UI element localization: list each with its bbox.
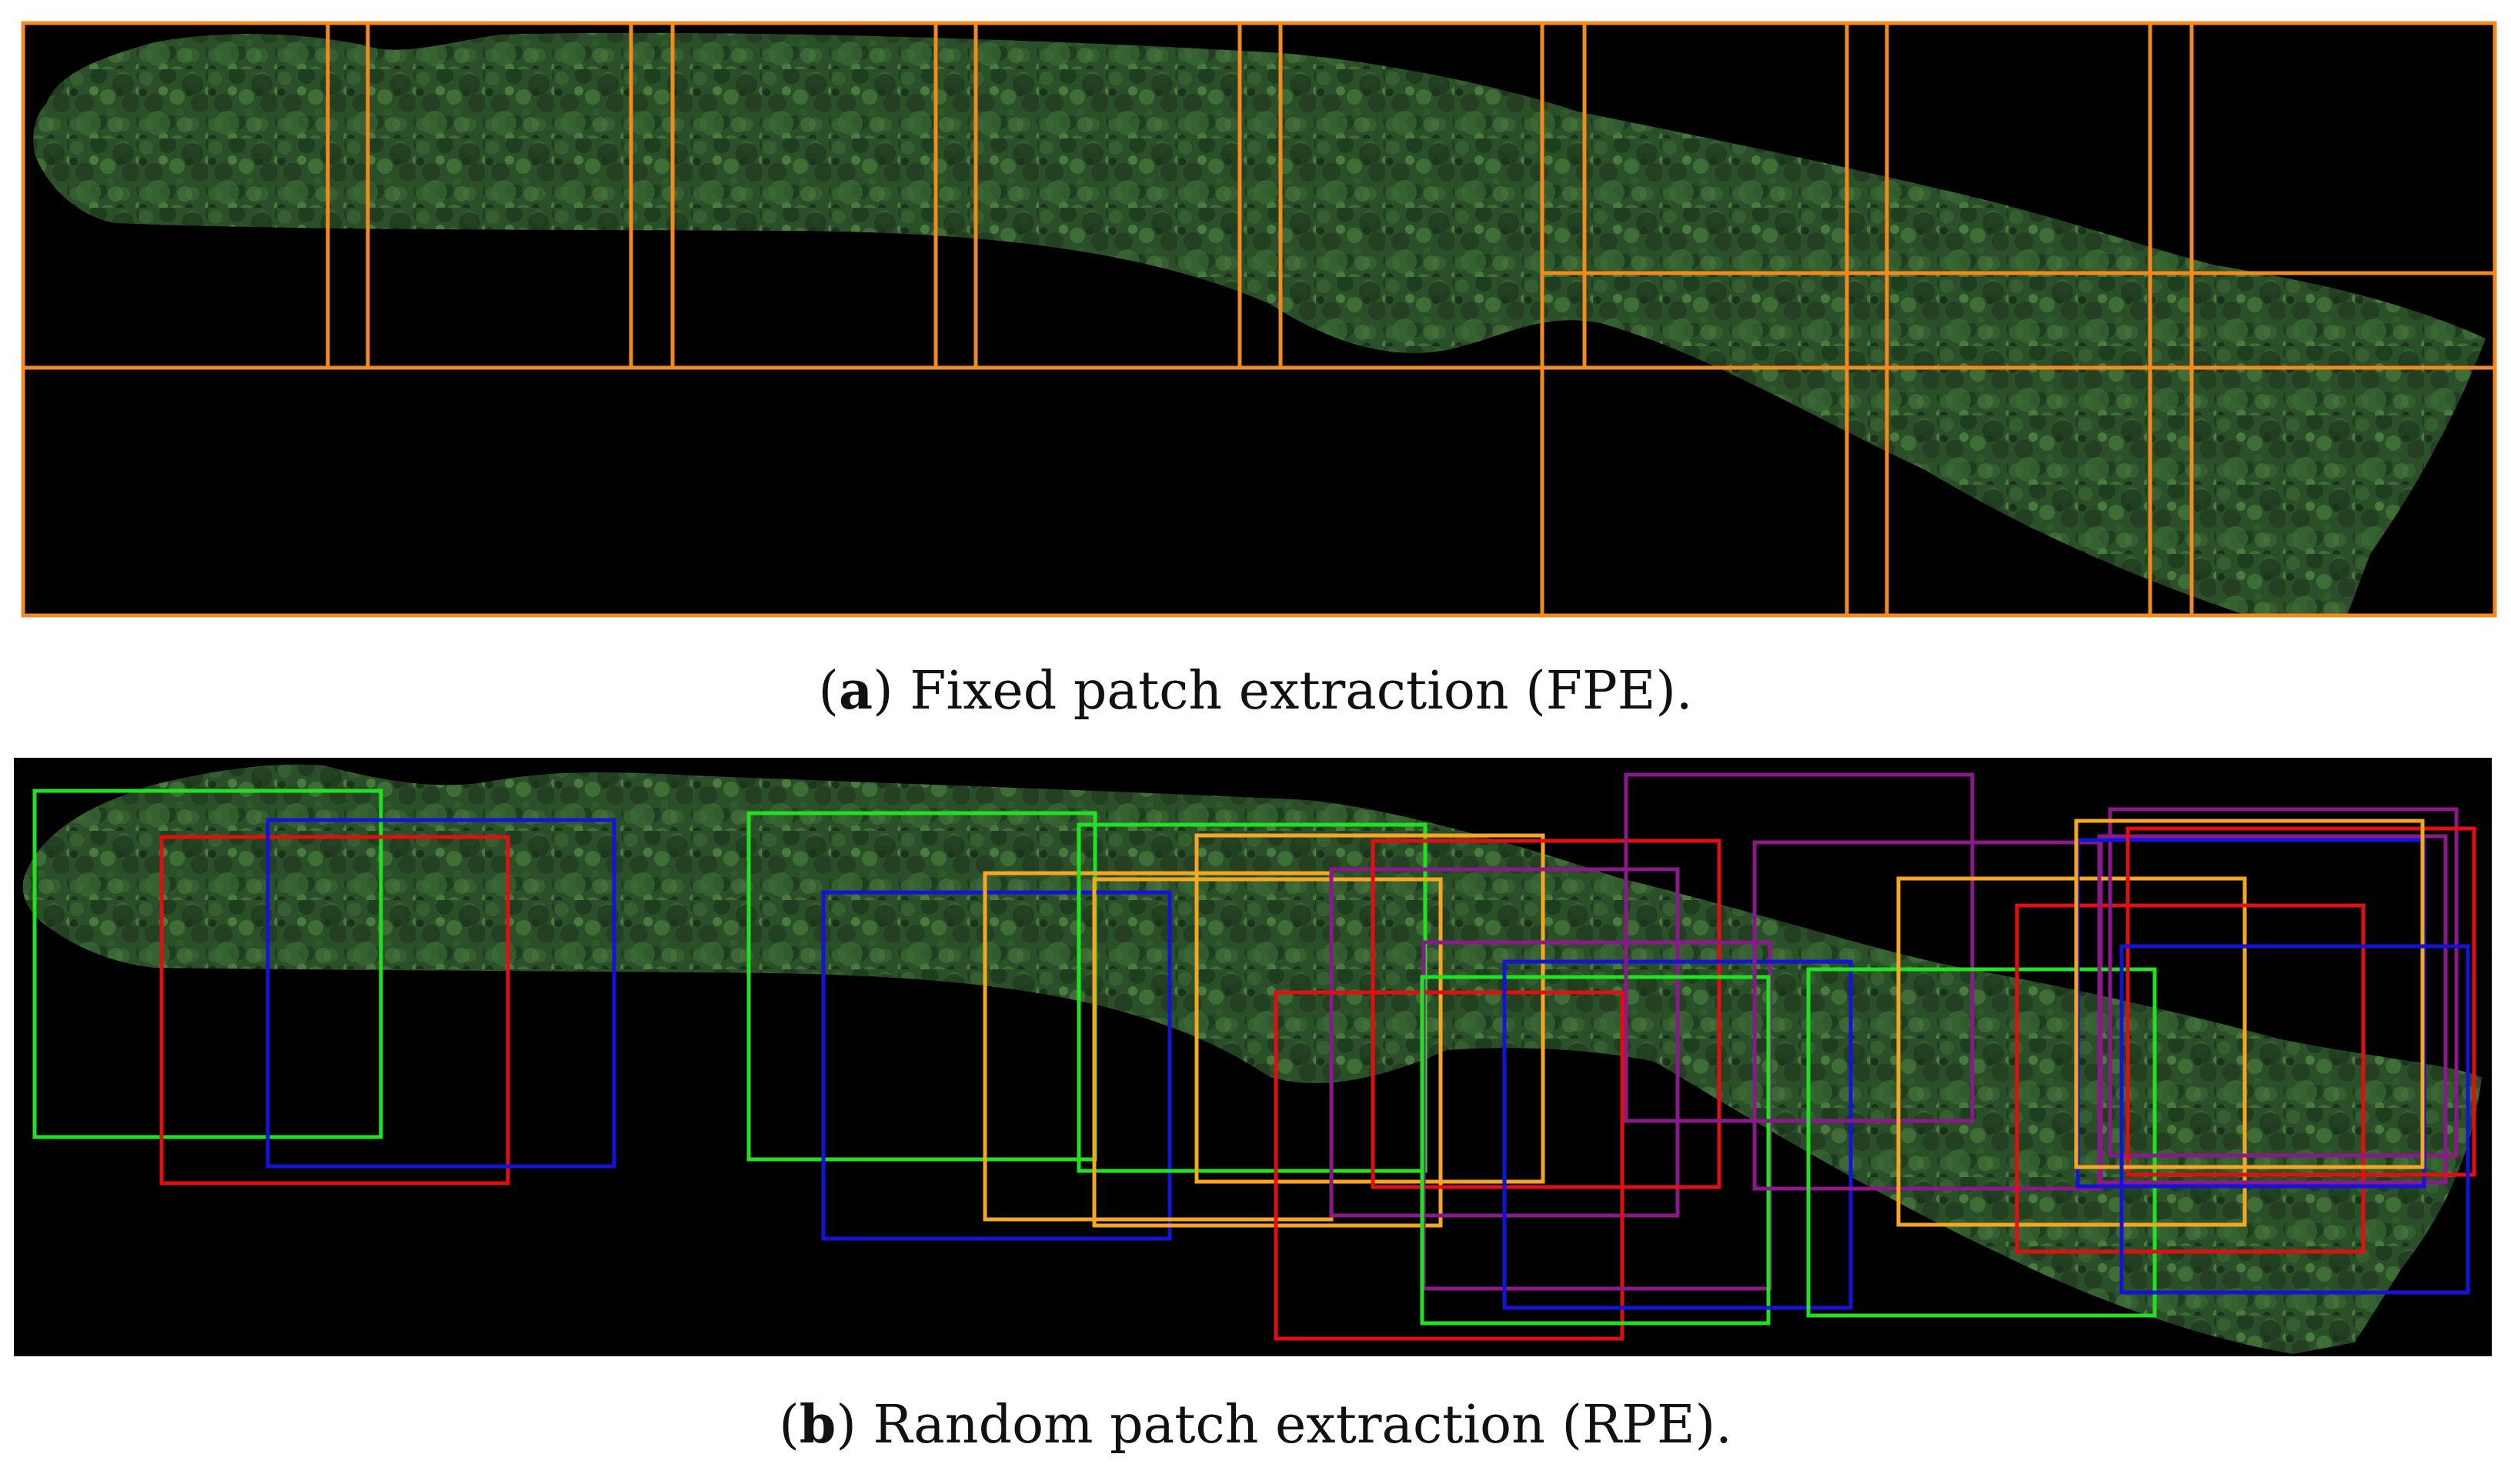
panel-a [21,21,2497,618]
caption-panel-b-text: Random patch extraction (RPE). [873,1395,1732,1456]
rpe-patch-blue [821,890,1172,1241]
caption-panel-a: (a) Fixed patch extraction (FPE). [818,660,1693,722]
panel-b [14,758,2492,1356]
fpe-patch-grid [21,21,2497,618]
rpe-patch-orange [2074,819,2425,1169]
rpe-patch-green [1420,975,1771,1326]
panel-a-forest-strip [33,32,2486,616]
rpe-patch-blue [1502,959,1853,1310]
fpe-frame [21,21,2497,618]
caption-panel-a-text: Fixed patch extraction (FPE). [910,661,1693,722]
rpe-patch-red [159,835,510,1186]
rpe-patch-green [32,789,383,1139]
rpe-patch-red [2015,903,2366,1254]
rpe-patch-red [1274,990,1624,1341]
caption-panel-a-letter: a [839,660,873,722]
caption-panel-b: (b) Random patch extraction (RPE). [779,1394,1732,1456]
rpe-patch-green [1806,967,2157,1318]
rpe-patches [32,772,2476,1341]
rpe-patch-orange [1896,876,2247,1227]
rpe-patch-orange [1092,877,1443,1228]
rpe-patch-red [2125,826,2476,1177]
rpe-patch-purple [2097,834,2448,1185]
rpe-patch-purple [1624,772,1975,1123]
rpe-patch-blue [265,818,616,1169]
rpe-patch-orange [1194,833,1545,1184]
caption-panel-b-letter: b [799,1394,836,1456]
panel-b-forest-strip [22,764,2482,1354]
rpe-patch-red [1371,839,1721,1189]
rpe-patch-purple [2108,807,2459,1158]
rpe-patch-blue [2119,944,2470,1295]
